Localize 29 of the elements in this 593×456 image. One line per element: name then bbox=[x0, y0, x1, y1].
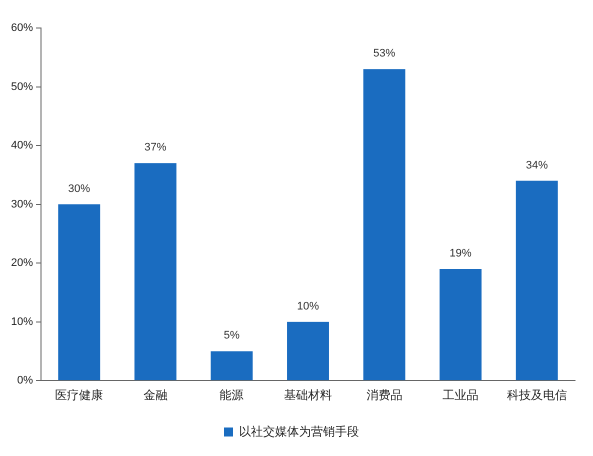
y-tick-label: 10% bbox=[10, 316, 34, 328]
y-tick-label: 20% bbox=[10, 257, 34, 270]
bar bbox=[440, 268, 482, 380]
y-tick-label: 0% bbox=[17, 374, 34, 387]
x-tick-label: 医疗健康 bbox=[55, 388, 104, 402]
text: 19% bbox=[450, 247, 472, 260]
legend-label: 以社交媒体为营销手段 bbox=[239, 424, 359, 438]
y-tick-label: 60% bbox=[10, 22, 34, 34]
bar bbox=[287, 322, 329, 380]
bar bbox=[134, 163, 176, 380]
text: 10% bbox=[296, 300, 320, 312]
bar bbox=[58, 204, 100, 380]
bar bbox=[210, 351, 253, 380]
y-tick-label: 30% bbox=[10, 198, 34, 210]
x-tick-label: 工业品 bbox=[442, 388, 479, 402]
text: 5% bbox=[224, 330, 240, 342]
x-tick-label: 基础材料 bbox=[284, 388, 332, 402]
x-tick-label: 消费品 bbox=[366, 388, 402, 402]
text: 53% bbox=[373, 48, 396, 60]
bar bbox=[516, 180, 558, 380]
x-tick-label: 科技及电信 bbox=[506, 388, 567, 402]
x-tick-label: 能源 bbox=[220, 388, 244, 402]
bar bbox=[363, 69, 406, 380]
y-tick-label: 50% bbox=[10, 80, 34, 93]
x-tick-label: 金融 bbox=[143, 388, 168, 402]
text: 34% bbox=[526, 159, 548, 172]
y-tick-label: 40% bbox=[10, 140, 34, 152]
text: 37% bbox=[144, 142, 166, 154]
text: 30% bbox=[68, 182, 90, 195]
